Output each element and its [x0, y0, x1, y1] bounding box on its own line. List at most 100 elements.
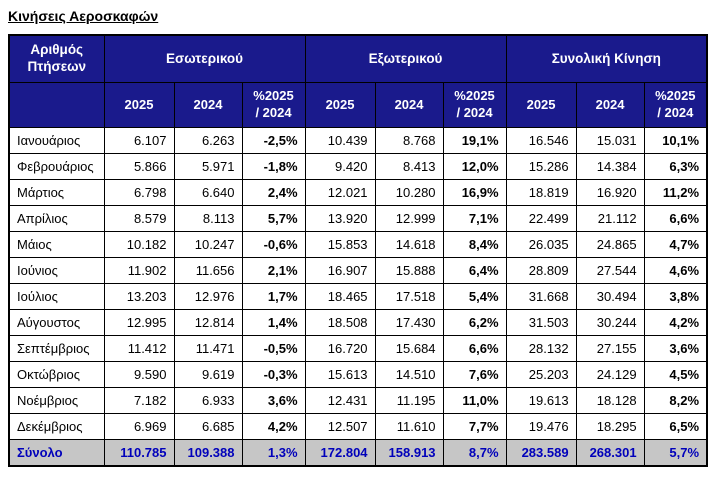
percent-cell: 5,4%	[442, 282, 507, 310]
value-cell: 25.203	[505, 360, 577, 388]
value-cell: 11.195	[374, 386, 444, 414]
value-cell: 6.685	[173, 412, 243, 440]
table-row: Ιούνιος 11.902 11.656 2,1% 16.907 15.888 6,4% 2…	[8, 256, 708, 284]
month-cell: Μάιος	[8, 230, 105, 258]
month-cell: Φεβρουάριος	[8, 152, 105, 180]
value-cell: 9.619	[173, 360, 243, 388]
percent-cell: -0,3%	[241, 360, 306, 388]
percent-cell: 8,7%	[442, 438, 507, 467]
month-cell: Σεπτέμβριος	[8, 334, 105, 362]
value-cell: 12.995	[103, 308, 175, 336]
value-cell: 31.668	[505, 282, 577, 310]
col-header-pct: %2025 / 2024	[442, 81, 507, 128]
month-cell: Οκτώβριος	[8, 360, 105, 388]
value-cell: 28.132	[505, 334, 577, 362]
value-cell: 15.613	[304, 360, 376, 388]
month-cell: Απρίλιος	[8, 204, 105, 232]
percent-cell: 2,4%	[241, 178, 306, 206]
col-header-2024: 2024	[575, 81, 645, 128]
col-header-2025: 2025	[505, 81, 577, 128]
value-cell: 172.804	[304, 438, 376, 467]
percent-cell: 2,1%	[241, 256, 306, 284]
value-cell: 15.286	[505, 152, 577, 180]
value-cell: 15.684	[374, 334, 444, 362]
value-cell: 12.999	[374, 204, 444, 232]
value-cell: 11.471	[173, 334, 243, 362]
value-cell: 158.913	[374, 438, 444, 467]
value-cell: 8.413	[374, 152, 444, 180]
value-cell: 16.546	[505, 126, 577, 154]
value-cell: 8.768	[374, 126, 444, 154]
table-row: Φεβρουάριος 5.866 5.971 -1,8% 9.420 8.413 12,0…	[8, 152, 708, 180]
month-cell: Δεκέμβριος	[8, 412, 105, 440]
percent-cell: -0,5%	[241, 334, 306, 362]
value-cell: 14.618	[374, 230, 444, 258]
page-title: Κινήσεις Αεροσκαφών	[8, 8, 159, 24]
percent-cell: 4,2%	[241, 412, 306, 440]
percent-cell: 4,5%	[643, 360, 708, 388]
group-header-total-movement: Συνολική Κίνηση	[505, 34, 708, 83]
value-cell: 6.798	[103, 178, 175, 206]
value-cell: 6.969	[103, 412, 175, 440]
value-cell: 27.155	[575, 334, 645, 362]
value-cell: 18.819	[505, 178, 577, 206]
value-cell: 14.510	[374, 360, 444, 388]
percent-cell: -2,5%	[241, 126, 306, 154]
month-cell: Ιούλιος	[8, 282, 105, 310]
value-cell: 5.971	[173, 152, 243, 180]
table-row: Οκτώβριος 9.590 9.619 -0,3% 15.613 14.510 7,6%…	[8, 360, 708, 388]
value-cell: 27.544	[575, 256, 645, 284]
percent-cell: 6,3%	[643, 152, 708, 180]
col-header-pct: %2025 / 2024	[241, 81, 306, 128]
value-cell: 16.720	[304, 334, 376, 362]
header-group-row: Αριθμός Πτήσεων Εσωτερικού Εξωτερικού Συ…	[8, 34, 708, 83]
group-header-domestic: Εσωτερικού	[103, 34, 306, 83]
corner-header-flight-count: Αριθμός Πτήσεων	[8, 34, 105, 83]
value-cell: 31.503	[505, 308, 577, 336]
percent-cell: 6,6%	[442, 334, 507, 362]
percent-cell: 8,4%	[442, 230, 507, 258]
value-cell: 7.182	[103, 386, 175, 414]
value-cell: 15.853	[304, 230, 376, 258]
value-cell: 10.247	[173, 230, 243, 258]
col-header-2024: 2024	[374, 81, 444, 128]
value-cell: 8.113	[173, 204, 243, 232]
value-cell: 17.430	[374, 308, 444, 336]
percent-cell: -1,8%	[241, 152, 306, 180]
value-cell: 9.420	[304, 152, 376, 180]
table-body: Ιανουάριος 6.107 6.263 -2,5% 10.439 8.768 19,1…	[8, 126, 708, 467]
value-cell: 10.280	[374, 178, 444, 206]
percent-cell: 7,6%	[442, 360, 507, 388]
percent-cell: 19,1%	[442, 126, 507, 154]
value-cell: 6.107	[103, 126, 175, 154]
value-cell: 13.920	[304, 204, 376, 232]
value-cell: 14.384	[575, 152, 645, 180]
value-cell: 30.494	[575, 282, 645, 310]
value-cell: 18.128	[575, 386, 645, 414]
percent-cell: -0,6%	[241, 230, 306, 258]
table-row: Μάρτιος 6.798 6.640 2,4% 12.021 10.280 16,9% 18…	[8, 178, 708, 206]
percent-cell: 3,6%	[643, 334, 708, 362]
value-cell: 22.499	[505, 204, 577, 232]
percent-cell: 1,4%	[241, 308, 306, 336]
month-cell: Αύγουστος	[8, 308, 105, 336]
percent-cell: 7,7%	[442, 412, 507, 440]
percent-cell: 12,0%	[442, 152, 507, 180]
aircraft-movements-table: Αριθμός Πτήσεων Εσωτερικού Εξωτερικού Συ…	[8, 34, 709, 467]
value-cell: 8.579	[103, 204, 175, 232]
percent-cell: 1,7%	[241, 282, 306, 310]
value-cell: 16.920	[575, 178, 645, 206]
value-cell: 10.439	[304, 126, 376, 154]
table-row: Νοέμβριος 7.182 6.933 3,6% 12.431 11.195 11,0%…	[8, 386, 708, 414]
value-cell: 6.640	[173, 178, 243, 206]
percent-cell: 5,7%	[241, 204, 306, 232]
header-year-row: 2025 2024 %2025 / 2024 2025 2024 %2025 /…	[8, 81, 708, 128]
percent-cell: 4,6%	[643, 256, 708, 284]
value-cell: 19.476	[505, 412, 577, 440]
percent-cell: 3,6%	[241, 386, 306, 414]
value-cell: 12.021	[304, 178, 376, 206]
value-cell: 11.902	[103, 256, 175, 284]
percent-cell: 16,9%	[442, 178, 507, 206]
percent-cell: 4,2%	[643, 308, 708, 336]
value-cell: 18.508	[304, 308, 376, 336]
